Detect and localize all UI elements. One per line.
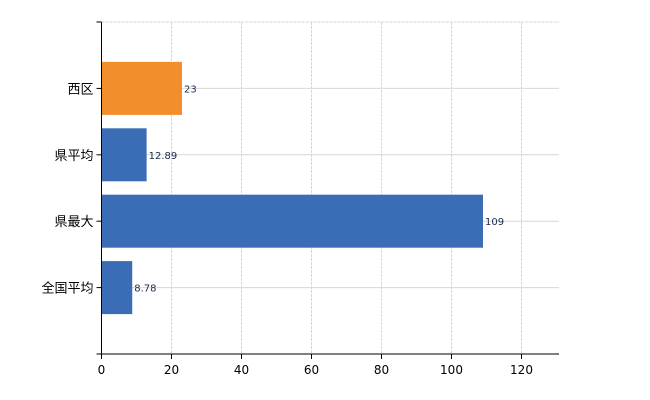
data-label: 23 — [184, 84, 197, 95]
x-tick-label: 120 — [510, 363, 533, 377]
bar-2 — [101, 128, 147, 182]
x-tick-label: 0 — [98, 363, 106, 377]
bar-4 — [101, 261, 133, 315]
data-label: 109 — [485, 217, 504, 228]
data-label: 8.78 — [134, 284, 156, 295]
x-tick-label: 80 — [374, 363, 389, 377]
y-tick-label: 県平均 — [54, 149, 93, 164]
y-tick-label: 全国平均 — [41, 281, 93, 297]
x-tick-label: 40 — [234, 363, 249, 377]
bar-3 — [101, 194, 483, 248]
bar-1 — [101, 61, 182, 115]
y-tick-label: 西区 — [67, 82, 93, 97]
x-tick-label: 20 — [164, 363, 179, 377]
x-tick-label: 60 — [304, 363, 319, 377]
x-tick-label: 100 — [440, 363, 463, 377]
y-tick-label: 県最大 — [54, 215, 93, 230]
data-label: 12.89 — [149, 151, 178, 162]
